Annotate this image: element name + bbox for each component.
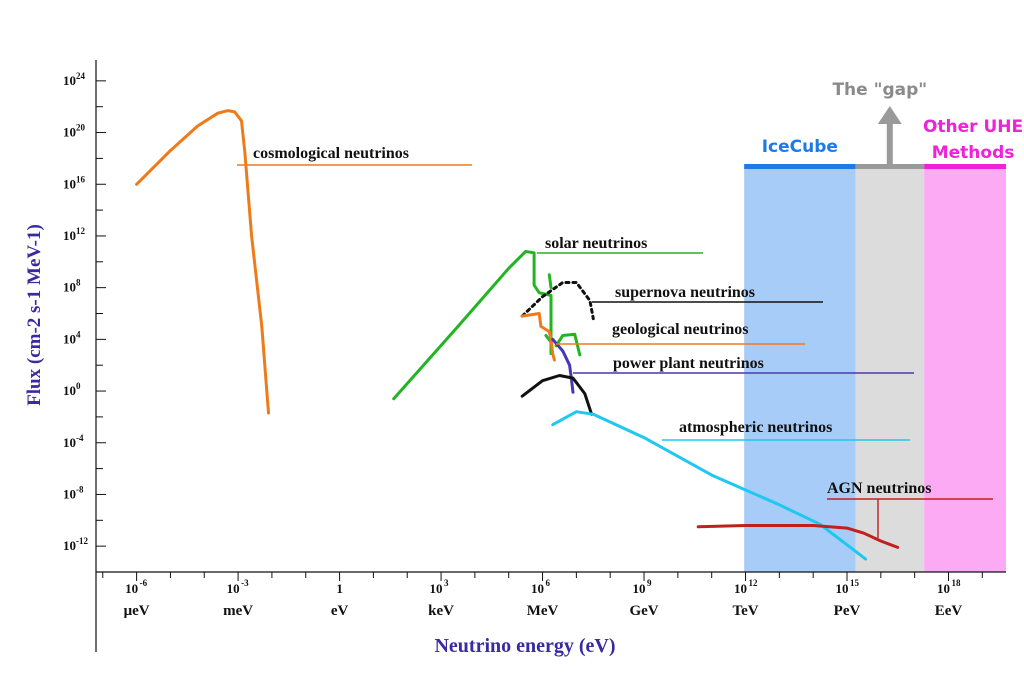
series-label-agn-neutrinos: AGN neutrinos <box>827 480 931 497</box>
series-line-power-plant-neutrinos <box>551 337 575 394</box>
y-tick-exponent: 8 <box>76 278 81 288</box>
band-icecube <box>744 167 856 572</box>
x-tick-unit: keV <box>428 603 454 619</box>
y-tick-exponent: 16 <box>76 174 86 184</box>
band-label-icecube: IceCube <box>762 137 838 157</box>
band-label-other-uhe-methods: Other UHE <box>923 117 1023 137</box>
x-tick-label: 10 <box>531 581 544 596</box>
x-tick-unit: meV <box>223 603 253 619</box>
band-gap <box>855 167 925 572</box>
band-other-uhe-methods <box>924 167 1006 572</box>
series-line-supernova-neutrinos <box>520 281 595 321</box>
y-tick-exponent: 0 <box>76 381 81 391</box>
y-tick-exponent: 20 <box>76 123 86 133</box>
series-line-agn-neutrinos <box>696 524 900 549</box>
series-label-atmospheric-neutrinos: atmospheric neutrinos <box>679 419 832 436</box>
detector-bands: IceCube Other UHE Methods The "gap" <box>744 80 1023 572</box>
y-axis-label: Flux (cm-2 s-1 MeV-1) <box>24 224 45 406</box>
x-tick-label: 10 <box>430 581 443 596</box>
x-tick-exponent: 18 <box>951 578 961 588</box>
x-tick-unit: PeV <box>834 603 861 619</box>
y-tick-exponent: -12 <box>76 536 88 546</box>
x-tick-exponent: -6 <box>140 578 148 588</box>
x-tick-label: 1 <box>336 581 343 596</box>
data-series <box>135 109 900 561</box>
y-tick-exponent: -8 <box>76 484 84 494</box>
gap-arrow-head <box>877 106 902 124</box>
gap-label: The "gap" <box>832 80 927 100</box>
band-bar-icecube <box>744 164 856 169</box>
band-label-other-uhe-methods: Methods <box>932 143 1015 163</box>
series-label-solar-neutrinos: solar neutrinos <box>545 235 647 252</box>
series-line-solar-neutrinos <box>547 273 553 290</box>
x-tick-label: 10 <box>125 581 138 596</box>
y-tick-label: 10 <box>63 435 76 450</box>
band-bar-other-uhe-methods <box>924 164 1006 169</box>
series-label-cosmological-neutrinos: cosmological neutrinos <box>253 145 409 162</box>
y-tick-label: 10 <box>63 538 76 553</box>
series-label-geological-neutrinos: geological neutrinos <box>612 321 748 338</box>
y-tick-label: 10 <box>63 383 76 398</box>
y-tick-label: 10 <box>63 280 76 295</box>
series-label-supernova-neutrinos: supernova neutrinos <box>615 284 755 301</box>
y-tick-label: 10 <box>63 125 76 140</box>
x-tick-unit: μeV <box>124 603 150 619</box>
series-line-reactor-spectrum <box>520 374 594 416</box>
x-tick-exponent: -3 <box>241 578 249 588</box>
band-bar-gap <box>855 164 925 169</box>
x-tick-label: 10 <box>734 581 747 596</box>
series-line-solar-neutrinos <box>392 250 553 401</box>
y-tick-exponent: -4 <box>76 433 84 443</box>
x-tick-exponent: 15 <box>850 578 860 588</box>
x-tick-unit: EeV <box>935 603 963 619</box>
y-tick-exponent: 24 <box>76 71 86 81</box>
x-tick-unit: TeV <box>732 603 758 619</box>
x-tick-unit: GeV <box>629 603 658 619</box>
y-tick-label: 10 <box>63 486 76 501</box>
x-tick-label: 10 <box>227 581 240 596</box>
y-tick-exponent: 4 <box>76 329 81 339</box>
x-tick-unit: MeV <box>527 603 559 619</box>
y-tick-label: 10 <box>63 73 76 88</box>
x-tick-label: 10 <box>836 581 849 596</box>
series-label-power-plant-neutrinos: power plant neutrinos <box>613 355 764 372</box>
x-tick-label: 10 <box>937 581 950 596</box>
series-line-geological-neutrinos <box>520 312 556 362</box>
x-tick-exponent: 9 <box>647 578 652 588</box>
y-tick-label: 10 <box>63 331 76 346</box>
gap-arrow-shaft <box>886 122 893 164</box>
series-line-cosmological-neutrinos <box>135 109 270 415</box>
x-tick-unit: eV <box>331 603 349 619</box>
x-tick-label: 10 <box>633 581 646 596</box>
y-tick-label: 10 <box>63 176 76 191</box>
y-tick-exponent: 12 <box>76 226 86 236</box>
y-tick-label: 10 <box>63 228 76 243</box>
x-axis-label: Neutrino energy (eV) <box>434 635 615 657</box>
series-labels: cosmological neutrinos solar neutrinos sup… <box>237 145 993 538</box>
x-tick-exponent: 6 <box>546 578 551 588</box>
x-tick-exponent: 12 <box>749 578 759 588</box>
series-line-atmospheric-neutrinos <box>551 410 868 561</box>
x-tick-exponent: 3 <box>444 578 449 588</box>
